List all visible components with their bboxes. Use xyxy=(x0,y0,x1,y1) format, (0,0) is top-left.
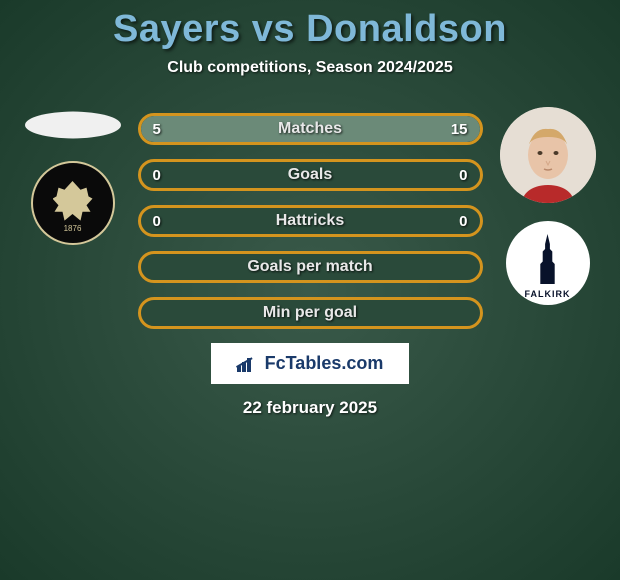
stat-label: Goals xyxy=(141,166,480,184)
footer: FcTables.com 22 february 2025 xyxy=(0,343,620,418)
right-column: FALKIRK xyxy=(493,107,603,305)
brand-text: FcTables.com xyxy=(265,353,384,374)
stat-bar: 00Goals xyxy=(138,159,483,191)
club-badge-right: FALKIRK xyxy=(506,221,590,305)
subtitle: Club competitions, Season 2024/2025 xyxy=(0,59,620,77)
left-column: 1876 xyxy=(18,107,128,245)
stat-bar: 515Matches xyxy=(138,113,483,145)
stat-bar: Min per goal xyxy=(138,297,483,329)
bar-chart-icon xyxy=(237,356,257,372)
player-photo-left xyxy=(25,112,121,139)
steeple-icon xyxy=(536,234,560,284)
stat-bar: Goals per match xyxy=(138,251,483,283)
brand-badge: FcTables.com xyxy=(211,343,410,384)
stat-label: Goals per match xyxy=(141,258,480,276)
club-label-right: FALKIRK xyxy=(525,289,571,299)
player-photo-right xyxy=(500,107,596,203)
date-label: 22 february 2025 xyxy=(243,398,377,418)
stat-label: Min per goal xyxy=(141,304,480,322)
infographic-container: Sayers vs Donaldson Club competitions, S… xyxy=(0,0,620,418)
stat-label: Matches xyxy=(141,120,480,138)
thistle-icon xyxy=(53,181,93,225)
club-year-left: 1876 xyxy=(64,224,82,233)
stat-bars: 515Matches 00Goals 00Hattricks Goals per ma… xyxy=(138,107,483,329)
stat-bar: 00Hattricks xyxy=(138,205,483,237)
page-title: Sayers vs Donaldson xyxy=(0,8,620,51)
player-face-icon xyxy=(500,107,596,203)
stat-label: Hattricks xyxy=(141,212,480,230)
club-badge-left: 1876 xyxy=(31,161,115,245)
main-row: 1876 515Matches 00Goals 00Hattricks Goals p… xyxy=(0,107,620,329)
